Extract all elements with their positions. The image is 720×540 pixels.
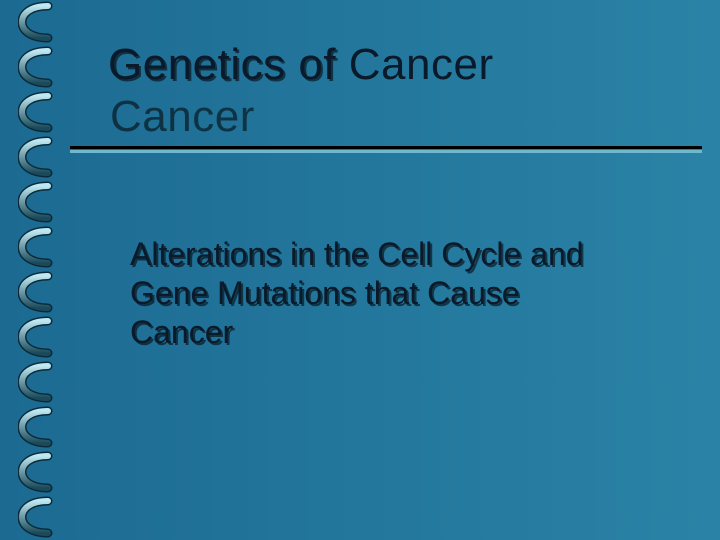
spiral-ring — [18, 405, 56, 449]
spiral-ring — [18, 0, 56, 44]
slide: Genetics of Cancer Genetics of Cancer Al… — [0, 0, 720, 540]
spiral-ring — [18, 315, 56, 359]
spiral-ring — [18, 90, 56, 134]
spiral-ring — [18, 450, 56, 494]
spiral-binding — [18, 0, 58, 540]
divider-top — [70, 146, 702, 149]
spiral-ring — [18, 270, 56, 314]
slide-title: Genetics of Cancer Genetics of Cancer — [108, 40, 494, 90]
title-text: Genetics of Cancer — [108, 40, 494, 89]
divider-line — [70, 146, 702, 154]
spiral-ring — [18, 180, 56, 224]
spiral-ring — [18, 135, 56, 179]
spiral-ring — [18, 495, 56, 539]
divider-bottom — [70, 150, 702, 153]
spiral-ring — [18, 225, 56, 269]
slide-subtitle: Alterations in the Cell Cycle and Gene M… — [130, 235, 600, 352]
spiral-ring — [18, 360, 56, 404]
spiral-ring — [18, 45, 56, 89]
